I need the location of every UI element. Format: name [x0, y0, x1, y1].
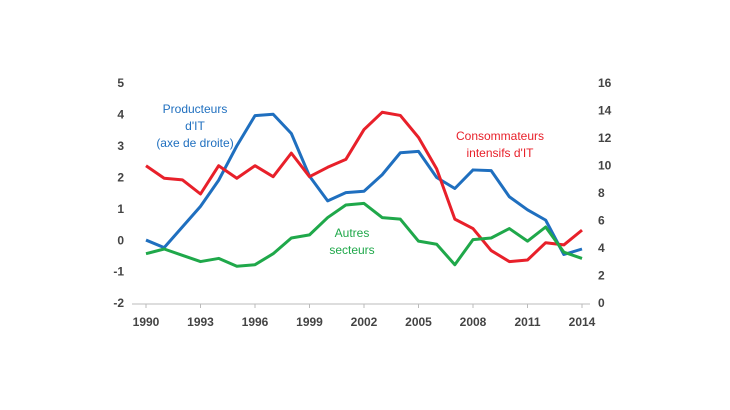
series-label-line: intensifs d'IT [467, 146, 535, 160]
x-tick-label: 2011 [514, 315, 540, 329]
y-tick-label: -2 [113, 296, 124, 310]
y2-tick-label: 10 [598, 159, 612, 173]
series-label: Producteurs d'IT (axe de droite) [156, 102, 233, 150]
series-label-line: (axe de droite) [156, 136, 233, 150]
x-tick-label: 1990 [133, 315, 160, 329]
x-tick-label: 1999 [296, 315, 323, 329]
series-line [145, 112, 583, 256]
y-tick-label: 1 [117, 202, 124, 216]
series-label-line: Autres [335, 226, 370, 240]
x-tick-label: 2005 [405, 315, 432, 329]
x-tick-label: 2008 [460, 315, 487, 329]
series-label-line: Producteurs [163, 102, 228, 116]
series-line [145, 110, 583, 264]
y-tick-label: 0 [117, 233, 124, 247]
series-label-line: Consommateurs [456, 129, 544, 143]
x-tick-label: 1996 [242, 315, 269, 329]
y2-tick-label: 8 [598, 186, 605, 200]
y-tick-label: 3 [117, 139, 124, 153]
series-line [145, 201, 583, 268]
y2-tick-label: 14 [598, 104, 612, 118]
y-tick-label: 2 [117, 170, 124, 184]
series-label: Autres secteurs [329, 226, 374, 257]
x-tick-label: 1993 [187, 315, 214, 329]
series-label: Consommateurs intensifs d'IT [456, 129, 544, 160]
y2-tick-label: 12 [598, 131, 612, 145]
series-label-line: d'IT [185, 119, 205, 133]
y-tick-label: 4 [117, 108, 124, 122]
y2-tick-label: 16 [598, 76, 612, 90]
x-tick-label: 2014 [569, 315, 596, 329]
y-tick-label: -1 [113, 265, 124, 279]
y2-tick-label: 2 [598, 269, 605, 283]
series-label-line: secteurs [329, 243, 374, 257]
y2-tick-label: 6 [598, 214, 605, 228]
y2-tick-label: 0 [598, 296, 605, 310]
x-tick-label: 2002 [351, 315, 378, 329]
y-tick-label: 5 [117, 76, 124, 90]
y2-tick-label: 4 [598, 241, 605, 255]
